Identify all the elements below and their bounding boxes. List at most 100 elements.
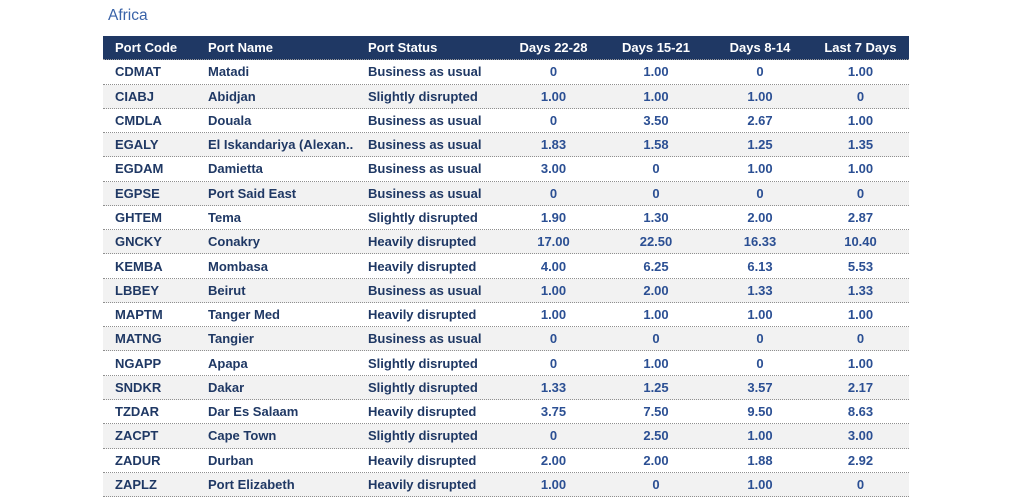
table-row[interactable]: GNCKY Conakry Heavily disrupted 17.00 22.50 1… [103, 230, 909, 255]
table-row[interactable]: LBBEY Beirut Business as usual 1.00 2.00 1.33… [103, 278, 909, 303]
cell-port-name: Dar Es Salaam [208, 404, 299, 420]
cell-last-7-days: 1.35 [847, 137, 874, 153]
cell-days-8-14: 1.00 [747, 428, 773, 444]
cell-port-name: Mombasa [208, 258, 268, 274]
cell-last-7-days: 1.00 [847, 161, 874, 177]
cell-port-code: EGALY [115, 137, 159, 153]
cell-days-15-21: 0 [652, 161, 660, 177]
cell-days-22-28: 0 [549, 355, 558, 371]
cell-port-status: Heavily disrupted [368, 452, 477, 468]
cell-days-15-21: 22.50 [639, 234, 673, 250]
cell-days-15-21: 3.50 [643, 112, 669, 128]
cell-port-status: Business as usual [368, 112, 482, 128]
column-header-port-status[interactable]: Port Status [368, 40, 438, 56]
cell-port-name: Port Said East [208, 185, 297, 201]
cell-port-status: Business as usual [368, 161, 482, 177]
cell-last-7-days: 2.87 [847, 210, 874, 226]
cell-days-22-28: 1.00 [540, 88, 567, 104]
column-header-port-code[interactable]: Port Code [115, 40, 178, 56]
cell-port-name: Tema [208, 210, 241, 226]
table-row[interactable]: EGDAM Damietta Business as usual 3.00 0 1.00 1… [103, 157, 909, 182]
cell-port-code: NGAPP [115, 355, 162, 371]
table-row[interactable]: EGPSE Port Said East Business as usual 0 0 0 0 [103, 181, 909, 206]
cell-port-code: MAPTM [115, 307, 163, 323]
cell-days-15-21: 0 [652, 476, 660, 492]
cell-days-22-28: 1.00 [540, 476, 567, 492]
cell-port-code: CMDLA [115, 112, 162, 128]
cell-port-code: CDMAT [115, 64, 161, 80]
table-row[interactable]: EGALY El Iskandariya (Alexan.. Business as… [103, 133, 909, 158]
table-row[interactable]: KEMBA Mombasa Heavily disrupted 4.00 6.25 6.1… [103, 254, 909, 279]
cell-port-name: Beirut [208, 282, 246, 298]
table-row[interactable]: ZACPT Cape Town Slightly disrupted 0 2.50 1.0… [103, 424, 909, 449]
column-header-port-name[interactable]: Port Name [208, 40, 274, 56]
cell-days-8-14: 6.13 [747, 258, 773, 274]
table-row[interactable]: MAPTM Tanger Med Heavily disrupted 1.00 1.00… [103, 302, 909, 328]
cell-days-8-14: 1.00 [747, 161, 773, 177]
cell-days-8-14: 2.00 [747, 210, 773, 226]
cell-port-code: GHTEM [115, 210, 162, 226]
cell-port-status: Heavily disrupted [368, 476, 477, 492]
cell-days-15-21: 1.30 [643, 210, 669, 226]
cell-days-15-21: 0 [652, 185, 660, 201]
cell-port-status: Slightly disrupted [368, 355, 478, 371]
cell-days-22-28: 0 [549, 331, 558, 347]
column-header-days-8-14[interactable]: Days 8-14 [729, 40, 791, 56]
cell-days-22-28: 1.00 [540, 282, 567, 298]
cell-days-15-21: 2.00 [643, 282, 669, 298]
cell-days-8-14: 2.67 [747, 112, 773, 128]
table-row[interactable]: ZAPLZ Port Elizabeth Heavily disrupted 1.00… [103, 472, 909, 498]
column-header-days-15-21[interactable]: Days 15-21 [622, 40, 690, 56]
table-header-row: Port Code Port Name Port Status Days 22-28 D… [103, 36, 909, 61]
cell-port-name: Matadi [208, 64, 250, 80]
cell-days-8-14: 16.33 [743, 234, 777, 250]
table-row[interactable]: NGAPP Apapa Slightly disrupted 0 1.00 0 1.00 [103, 351, 909, 376]
cell-days-22-28: 17.00 [537, 234, 570, 250]
cell-last-7-days: 0 [856, 476, 865, 492]
cell-days-22-28: 1.00 [540, 307, 567, 323]
table-row[interactable]: SNDKR Dakar Slightly disrupted 1.33 1.25 3.57… [103, 375, 909, 401]
cell-days-8-14: 9.50 [747, 404, 773, 420]
cell-port-code: GNCKY [115, 234, 162, 250]
cell-days-15-21: 1.00 [643, 307, 669, 323]
cell-port-status: Slightly disrupted [368, 379, 478, 395]
cell-days-22-28: 1.83 [540, 137, 567, 153]
cell-port-status: Heavily disrupted [368, 307, 477, 323]
cell-port-code: LBBEY [115, 282, 160, 298]
cell-days-22-28: 3.00 [540, 161, 567, 177]
table-body: CDMAT Matadi Business as usual 0 1.00 0 1.00 CI… [103, 60, 909, 498]
table-row[interactable]: GHTEM Tema Slightly disrupted 1.90 1.30 2.00 2… [103, 205, 909, 231]
column-header-last-7-days[interactable]: Last 7 Days [824, 40, 897, 56]
table-row[interactable]: ZADUR Durban Heavily disrupted 2.00 2.00 1.88… [103, 448, 909, 473]
cell-port-status: Slightly disrupted [368, 88, 478, 104]
cell-days-15-21: 7.50 [643, 404, 669, 420]
cell-port-status: Heavily disrupted [368, 258, 477, 274]
table-row[interactable]: CDMAT Matadi Business as usual 0 1.00 0 1.00 [103, 60, 909, 85]
cell-days-15-21: 1.25 [643, 379, 669, 395]
cell-port-status: Slightly disrupted [368, 428, 478, 444]
cell-last-7-days: 0 [856, 331, 865, 347]
cell-port-code: SNDKR [115, 379, 162, 395]
column-header-days-22-28[interactable]: Days 22-28 [519, 40, 588, 56]
cell-days-15-21: 0 [652, 331, 660, 347]
cell-port-status: Heavily disrupted [368, 234, 477, 250]
cell-port-name: Conakry [208, 234, 261, 250]
cell-port-name: Douala [208, 112, 252, 128]
cell-days-15-21: 2.00 [643, 452, 669, 468]
cell-port-name: Cape Town [208, 428, 277, 444]
table-row[interactable]: CIABJ Abidjan Slightly disrupted 1.00 1.00 1.… [103, 84, 909, 109]
table-row[interactable]: TZDAR Dar Es Salaam Heavily disrupted 3.75 7… [103, 400, 909, 425]
cell-port-name: Apapa [208, 355, 248, 371]
cell-last-7-days: 1.33 [847, 282, 874, 298]
cell-port-status: Business as usual [368, 185, 482, 201]
cell-port-status: Business as usual [368, 137, 482, 153]
cell-port-code: KEMBA [115, 258, 163, 274]
table-row[interactable]: MATNG Tangier Business as usual 0 0 0 0 [103, 327, 909, 352]
cell-days-22-28: 2.00 [540, 452, 567, 468]
cell-port-name: Dakar [208, 379, 245, 395]
cell-last-7-days: 1.00 [847, 112, 874, 128]
cell-port-code: MATNG [115, 331, 162, 347]
table-row[interactable]: CMDLA Douala Business as usual 0 3.50 2.67 1.0… [103, 108, 909, 134]
cell-last-7-days: 10.40 [844, 234, 877, 250]
